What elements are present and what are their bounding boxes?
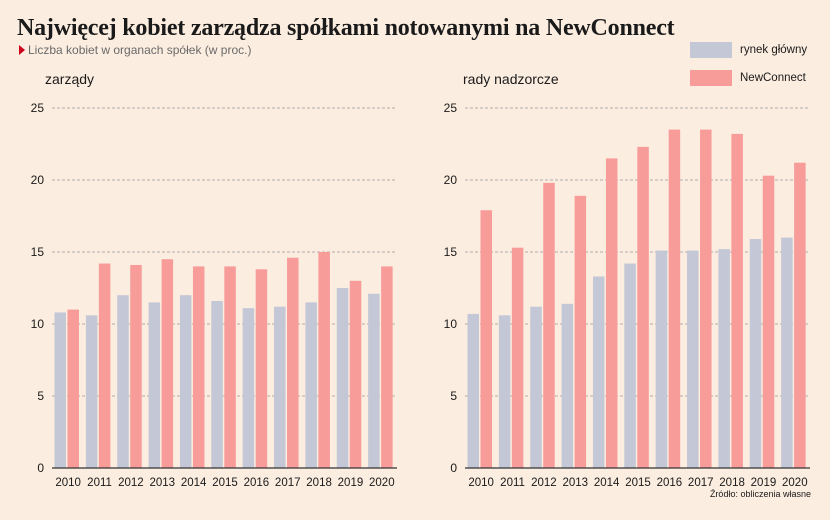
y-tick-label: 15 [444, 245, 458, 259]
bar-newconnect [794, 162, 806, 468]
y-tick-label: 25 [444, 101, 458, 115]
legend-swatch-newconnect [690, 70, 732, 86]
x-tick-label: 2015 [625, 477, 651, 489]
bar-newconnect [224, 266, 236, 468]
bar-newconnect [480, 210, 492, 469]
bar-main-market [498, 315, 511, 468]
legend-item-newconnect: NewConnect [690, 70, 807, 86]
chart-subtitle: Liczba kobiet w organach spółek (w proc.… [19, 43, 251, 57]
bar-main-market [305, 302, 317, 468]
bar-main-market [749, 239, 762, 468]
bar-main-market [467, 313, 479, 468]
bar-newconnect [637, 146, 649, 468]
bar-newconnect [161, 259, 174, 468]
bar-main-market [85, 315, 98, 468]
bar-main-market [655, 250, 668, 468]
bar-main-market [718, 249, 730, 468]
bar-newconnect [543, 182, 555, 468]
bar-main-market [368, 293, 380, 468]
bar-newconnect [67, 309, 79, 468]
bar-main-market [274, 306, 286, 468]
x-tick-label: 2020 [782, 477, 808, 489]
bar-main-market [242, 308, 255, 468]
bar-main-market [54, 312, 66, 468]
source-note: Źródło: obliczenia własne [709, 489, 811, 499]
x-tick-label: 2013 [562, 477, 588, 489]
bar-main-market [179, 295, 192, 468]
legend-label-main-market: rynek główny [740, 44, 808, 56]
bar-newconnect [98, 263, 111, 468]
bar-main-market [561, 303, 574, 468]
y-tick-label: 5 [37, 389, 44, 403]
bar-main-market [117, 295, 129, 468]
bar-newconnect [192, 266, 205, 468]
x-tick-label: 2012 [118, 477, 144, 489]
bar-newconnect [731, 133, 743, 469]
x-tick-label: 2019 [751, 477, 777, 489]
bar-newconnect [574, 195, 587, 468]
bar-newconnect [287, 257, 299, 468]
y-tick-label: 10 [444, 317, 458, 331]
bar-newconnect [318, 252, 330, 468]
x-tick-label: 2020 [369, 477, 395, 489]
bar-main-market [624, 263, 636, 468]
panel-title-supervisory: rady nadzorcze [463, 71, 559, 87]
x-tick-label: 2012 [531, 477, 557, 489]
y-tick-label: 25 [31, 101, 45, 115]
y-tick-label: 20 [31, 173, 45, 187]
bar-main-market [592, 276, 605, 468]
x-tick-label: 2011 [87, 477, 112, 489]
x-tick-label: 2014 [594, 477, 620, 489]
bar-newconnect [381, 266, 393, 468]
bar-main-market [336, 288, 349, 468]
x-tick-label: 2017 [275, 477, 301, 489]
bar-newconnect [762, 175, 775, 468]
x-tick-label: 2010 [55, 477, 81, 489]
y-tick-label: 5 [450, 389, 457, 403]
bar-newconnect [255, 269, 268, 468]
x-tick-label: 2013 [149, 477, 175, 489]
subtitle-marker-icon [19, 45, 25, 55]
x-tick-label: 2010 [468, 477, 494, 489]
bar-newconnect [700, 129, 712, 468]
legend: rynek główny NewConnect [690, 42, 807, 98]
y-tick-label: 10 [31, 317, 45, 331]
bar-main-market [211, 300, 223, 468]
y-tick-label: 0 [37, 461, 44, 475]
x-tick-label: 2016 [244, 477, 270, 489]
panel-title-management: zarządy [45, 71, 95, 87]
x-tick-label: 2017 [688, 477, 714, 489]
x-tick-label: 2018 [719, 477, 745, 489]
x-tick-label: 2016 [657, 477, 683, 489]
subtitle-text: Liczba kobiet w organach spółek (w proc.… [28, 43, 252, 57]
y-tick-label: 0 [450, 461, 457, 475]
bar-main-market [148, 302, 161, 468]
y-tick-label: 15 [31, 245, 45, 259]
x-tick-label: 2011 [500, 477, 525, 489]
chart-title: Najwięcej kobiet zarządza spółkami notow… [17, 15, 675, 41]
y-tick-label: 20 [444, 173, 458, 187]
bar-newconnect [349, 280, 362, 468]
x-tick-label: 2019 [338, 477, 364, 489]
bar-main-market [781, 237, 793, 468]
legend-label-newconnect: NewConnect [740, 72, 806, 84]
legend-item-main-market: rynek główny [690, 42, 807, 58]
bar-main-market [530, 306, 542, 468]
bar-main-market [687, 250, 699, 468]
x-tick-label: 2015 [212, 477, 238, 489]
bar-newconnect [668, 129, 681, 468]
bar-newconnect [511, 247, 524, 468]
bar-newconnect [605, 158, 618, 468]
x-tick-label: 2014 [181, 477, 207, 489]
legend-swatch-main-market [690, 42, 732, 58]
bar-newconnect [130, 264, 142, 468]
x-tick-label: 2018 [306, 477, 332, 489]
